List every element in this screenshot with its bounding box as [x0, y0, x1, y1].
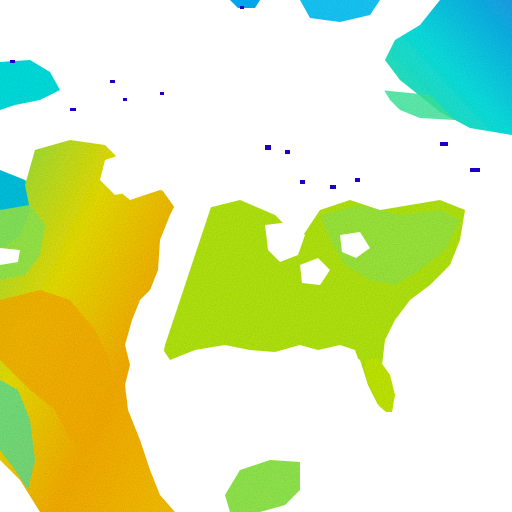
arctic-region [230, 0, 512, 135]
eastern-landmass [160, 200, 465, 412]
cold-pixels [10, 6, 480, 189]
